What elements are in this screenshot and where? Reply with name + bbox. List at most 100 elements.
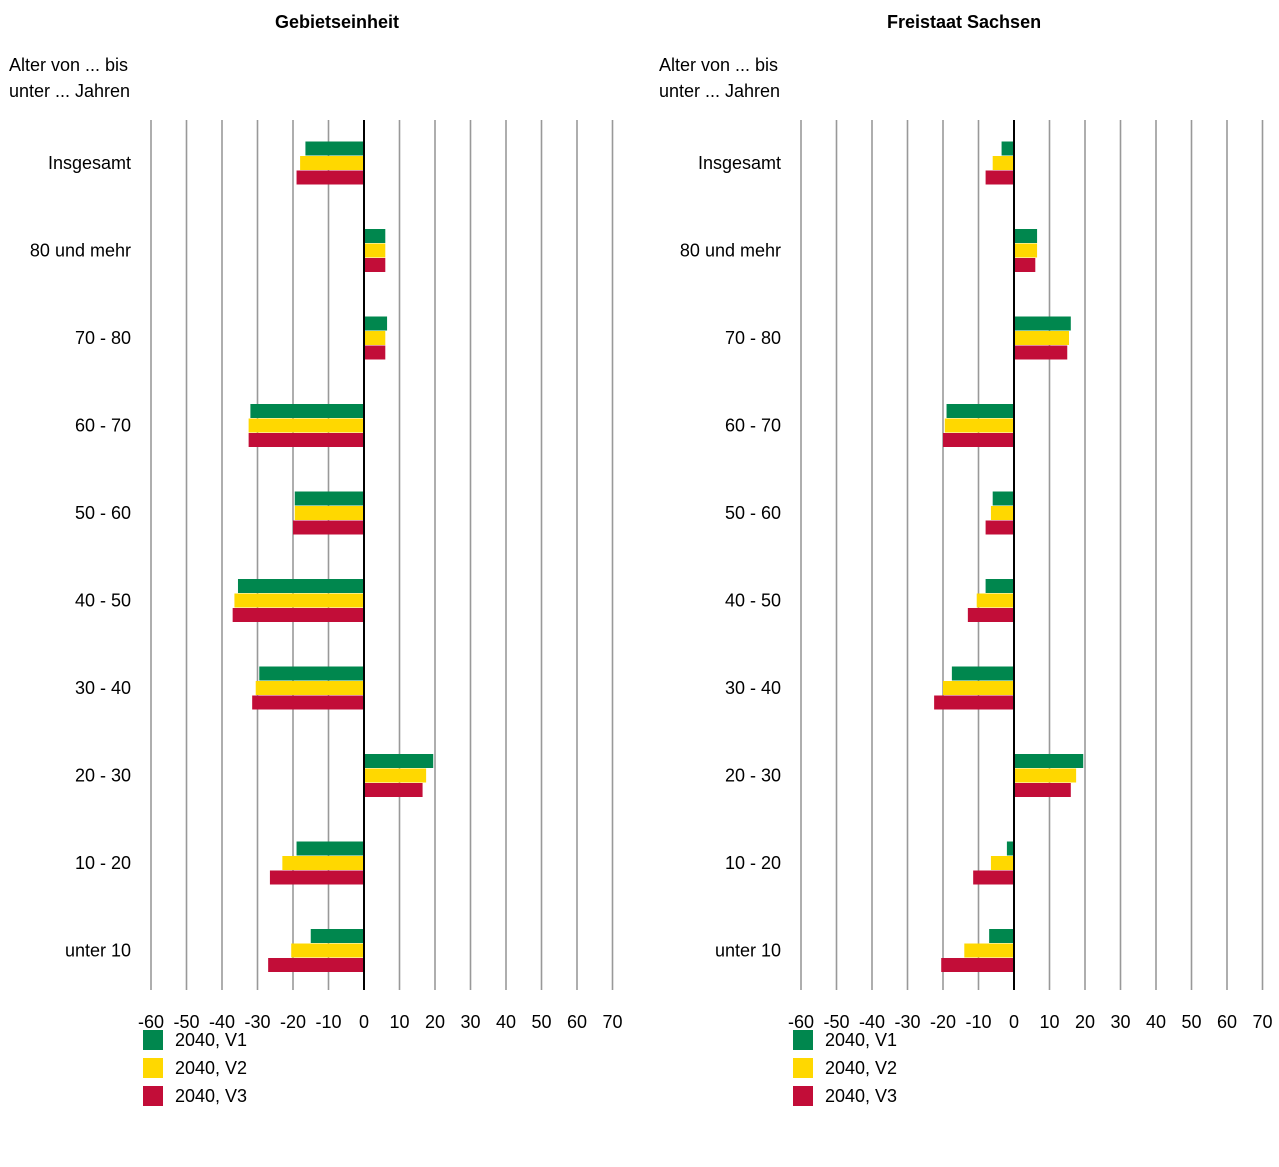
legend-swatch-v3	[143, 1086, 163, 1106]
x-tick-label: 40	[1146, 1012, 1166, 1032]
category-label: 30 - 40	[75, 678, 131, 698]
bar-30-40-2040-v3	[252, 695, 364, 710]
bar-60-70-2040-v1	[946, 404, 1014, 418]
legend-label-v2: 2040, V2	[825, 1057, 898, 1078]
legend-swatch-v2	[143, 1058, 163, 1078]
bar-insgesamt-2040-v3	[296, 170, 364, 185]
x-tick-label: 10	[1039, 1012, 1059, 1032]
bar-chart-freistaat-sachsen: Insgesamt 80 und mehr 70 - 80 60 - 70 50 - 6…	[680, 120, 1273, 1032]
bar-70-80-2040-v1	[1014, 316, 1071, 331]
legend-label-v1: 2040, V1	[175, 1029, 248, 1050]
bar-30-40-2040-v1	[259, 666, 364, 681]
bar-80-und-mehr-2040-v1	[1014, 229, 1038, 243]
bar-insgesamt-2040-v1	[1001, 141, 1014, 156]
bar-40-50-2040-v1	[237, 579, 364, 593]
category-label: 10 - 20	[725, 853, 781, 873]
bar-unter-10-2040-v1	[989, 929, 1014, 943]
legend-item-v2: 2040, V2	[793, 1054, 897, 1082]
legend-swatch-v3	[793, 1086, 813, 1106]
bar-unter-10-2040-v1	[310, 929, 364, 943]
bar-30-40-2040-v2	[255, 681, 364, 695]
category-label: 20 - 30	[725, 766, 781, 786]
bar-20-30-2040-v1	[1014, 754, 1084, 768]
bar-80-und-mehr-2040-v2	[1014, 243, 1038, 258]
bar-50-60-2040-v1	[294, 491, 364, 506]
bar-40-50-2040-v2	[234, 593, 364, 608]
legend-label-v1: 2040, V1	[825, 1029, 898, 1050]
x-tick-label: 0	[1009, 1012, 1019, 1032]
x-tick-label: 30	[460, 1012, 480, 1032]
x-tick-label: 50	[1181, 1012, 1201, 1032]
bar-insgesamt-2040-v1	[305, 141, 364, 156]
chart-panel-gebietseinheit: Gebietseinheit Alter von ... bis unter .…	[9, 12, 623, 1110]
legend-item-v3: 2040, V3	[143, 1082, 247, 1110]
x-tick-label: 70	[1252, 1012, 1272, 1032]
x-tick-label: -60	[138, 1012, 164, 1032]
x-tick-label: -10	[965, 1012, 991, 1032]
category-label: 30 - 40	[725, 678, 781, 698]
bar-50-60-2040-v2	[294, 506, 364, 520]
bar-40-50-2040-v3	[232, 608, 364, 622]
x-tick-label: 60	[1217, 1012, 1237, 1032]
category-label: 10 - 20	[75, 853, 131, 873]
bar-10-20-2040-v1	[296, 841, 364, 856]
bar-80-und-mehr-2040-v3	[364, 258, 386, 272]
bar-insgesamt-2040-v3	[985, 170, 1014, 185]
category-label: Insgesamt	[698, 153, 781, 173]
category-label: Insgesamt	[48, 153, 131, 173]
legend-item-v3: 2040, V3	[793, 1082, 897, 1110]
x-tick-label: 20	[1075, 1012, 1095, 1032]
bar-10-20-2040-v2	[990, 856, 1014, 870]
x-tick-label: 30	[1110, 1012, 1130, 1032]
legend: 2040, V1 2040, V2 2040, V3	[143, 1026, 247, 1110]
bar-60-70-2040-v3	[248, 433, 364, 447]
x-tick-label: -50	[173, 1012, 199, 1032]
bar-70-80-2040-v1	[364, 316, 388, 331]
bar-10-20-2040-v2	[282, 856, 364, 870]
legend-label-v3: 2040, V3	[825, 1085, 898, 1106]
x-tick-label: -20	[280, 1012, 306, 1032]
bar-unter-10-2040-v2	[964, 943, 1014, 958]
bar-60-70-2040-v2	[944, 418, 1014, 433]
bar-80-und-mehr-2040-v3	[1014, 258, 1036, 272]
bar-10-20-2040-v3	[269, 870, 364, 885]
bar-60-70-2040-v3	[943, 433, 1014, 447]
bar-20-30-2040-v2	[364, 768, 427, 783]
category-label: 20 - 30	[75, 766, 131, 786]
legend-swatch-v2	[793, 1058, 813, 1078]
bar-chart-gebietseinheit: Insgesamt 80 und mehr 70 - 80 60 - 70 50 - 6…	[30, 120, 623, 1032]
bar-70-80-2040-v3	[364, 345, 386, 360]
x-tick-label: -30	[244, 1012, 270, 1032]
bar-40-50-2040-v1	[985, 579, 1014, 593]
bar-20-30-2040-v1	[364, 754, 434, 768]
x-tick-label: 10	[389, 1012, 409, 1032]
x-tick-label: -10	[315, 1012, 341, 1032]
legend-item-v1: 2040, V1	[143, 1026, 247, 1054]
category-label: 80 und mehr	[680, 241, 781, 261]
chart-title: Gebietseinheit	[275, 12, 400, 32]
legend-item-v2: 2040, V2	[143, 1054, 247, 1082]
bar-50-60-2040-v3	[985, 520, 1014, 535]
bar-40-50-2040-v2	[976, 593, 1014, 608]
bar-70-80-2040-v2	[1014, 331, 1070, 345]
bar-50-60-2040-v3	[293, 520, 364, 535]
category-label: 50 - 60	[725, 503, 781, 523]
x-tick-label: -60	[788, 1012, 814, 1032]
category-label: 80 und mehr	[30, 241, 131, 261]
legend-label-v2: 2040, V2	[175, 1057, 248, 1078]
bar-unter-10-2040-v2	[291, 943, 364, 958]
x-tick-label: 50	[531, 1012, 551, 1032]
x-tick-label: -40	[859, 1012, 885, 1032]
bar-insgesamt-2040-v2	[300, 156, 364, 170]
category-label: 60 - 70	[75, 416, 131, 436]
bar-60-70-2040-v1	[250, 404, 364, 418]
category-label: 70 - 80	[75, 328, 131, 348]
bar-20-30-2040-v3	[1014, 783, 1071, 797]
bar-30-40-2040-v1	[951, 666, 1014, 681]
category-label: unter 10	[715, 941, 781, 961]
bar-80-und-mehr-2040-v2	[364, 243, 386, 258]
bar-40-50-2040-v3	[967, 608, 1014, 622]
x-tick-label: 0	[359, 1012, 369, 1032]
bar-20-30-2040-v3	[364, 783, 423, 797]
bar-70-80-2040-v2	[364, 331, 386, 345]
